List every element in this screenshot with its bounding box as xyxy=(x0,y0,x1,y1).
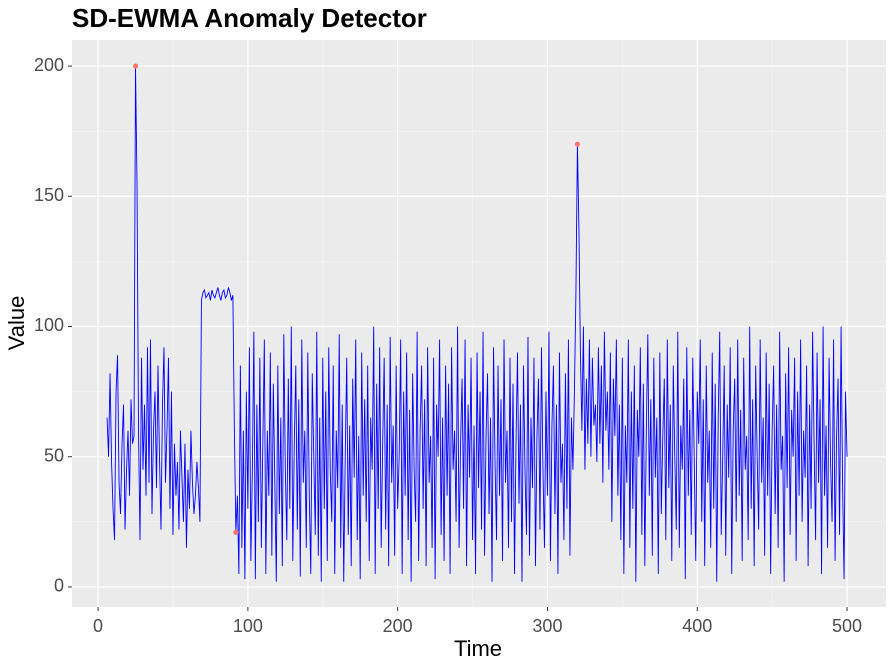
x-tick-label: 500 xyxy=(832,616,862,636)
x-tick-label: 100 xyxy=(233,616,263,636)
x-tick-label: 200 xyxy=(383,616,413,636)
anomaly-point xyxy=(574,141,581,147)
anomaly-point xyxy=(233,529,239,535)
y-tick-label: 0 xyxy=(54,576,64,596)
x-axis-label: Time xyxy=(454,636,502,661)
anomaly-point xyxy=(132,63,139,69)
y-tick-label: 50 xyxy=(44,445,64,465)
x-tick-label: 400 xyxy=(682,616,712,636)
line xyxy=(106,66,848,582)
plot xyxy=(106,63,848,582)
x-tick-label: 300 xyxy=(532,616,562,636)
y-axis-label: Value xyxy=(4,296,29,351)
y-tick-label: 200 xyxy=(34,55,64,75)
chart-title: SD-EWMA Anomaly Detector xyxy=(72,3,427,33)
y-tick-label: 100 xyxy=(34,315,64,335)
panel xyxy=(72,40,886,607)
x-tick-label: 0 xyxy=(93,616,103,636)
y-tick-label: 150 xyxy=(34,185,64,205)
